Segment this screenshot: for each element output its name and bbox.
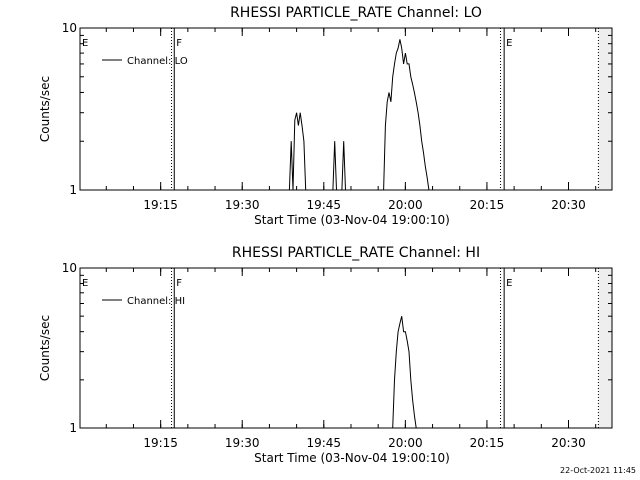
- flag-label: E: [506, 278, 512, 289]
- x-axis-label: Start Time (03-Nov-04 19:00:10): [254, 451, 450, 465]
- plot-frame: [79, 267, 613, 429]
- y-axis-label: Counts/sec: [38, 315, 52, 381]
- x-tick-label: 20:30: [551, 198, 586, 212]
- x-tick-label: 19:15: [143, 198, 178, 212]
- x-tick-label: 20:30: [551, 436, 586, 450]
- x-tick-label: 19:45: [306, 436, 341, 450]
- x-tick-label: 19:30: [225, 198, 260, 212]
- legend-label: Channel: LO: [127, 56, 188, 67]
- flag-label: E: [82, 278, 88, 289]
- y-tick-label: 1: [69, 421, 77, 435]
- chart-title: RHESSI PARTICLE_RATE Channel: LO: [230, 5, 482, 21]
- x-tick-label: 20:15: [470, 198, 505, 212]
- plot-frame: [79, 27, 613, 191]
- x-tick-label: 20:15: [470, 436, 505, 450]
- x-axis-label: Start Time (03-Nov-04 19:00:10): [254, 213, 450, 227]
- x-tick-label: 19:30: [225, 436, 260, 450]
- x-tick-label: 19:15: [143, 436, 178, 450]
- y-tick-label: 1: [69, 183, 77, 197]
- x-tick-label: 20:00: [388, 436, 423, 450]
- flag-label: E: [506, 38, 512, 49]
- series-line: [288, 39, 430, 191]
- legend-label: Channel: HI: [127, 296, 185, 307]
- x-tick-label: 20:00: [388, 198, 423, 212]
- chart-title: RHESSI PARTICLE_RATE Channel: HI: [232, 245, 480, 261]
- flag-label: E: [82, 38, 88, 49]
- x-tick-label: 19:45: [306, 198, 341, 212]
- flag-label: F: [176, 38, 182, 49]
- y-tick-label: 10: [62, 21, 77, 35]
- flag-label: F: [176, 278, 182, 289]
- series-line: [392, 316, 417, 429]
- shaded-region: [598, 28, 612, 190]
- shaded-region: [598, 268, 612, 428]
- y-tick-label: 10: [62, 261, 77, 275]
- y-axis-label: Counts/sec: [38, 76, 52, 142]
- timestamp-label: 22-Oct-2021 11:45: [560, 466, 636, 475]
